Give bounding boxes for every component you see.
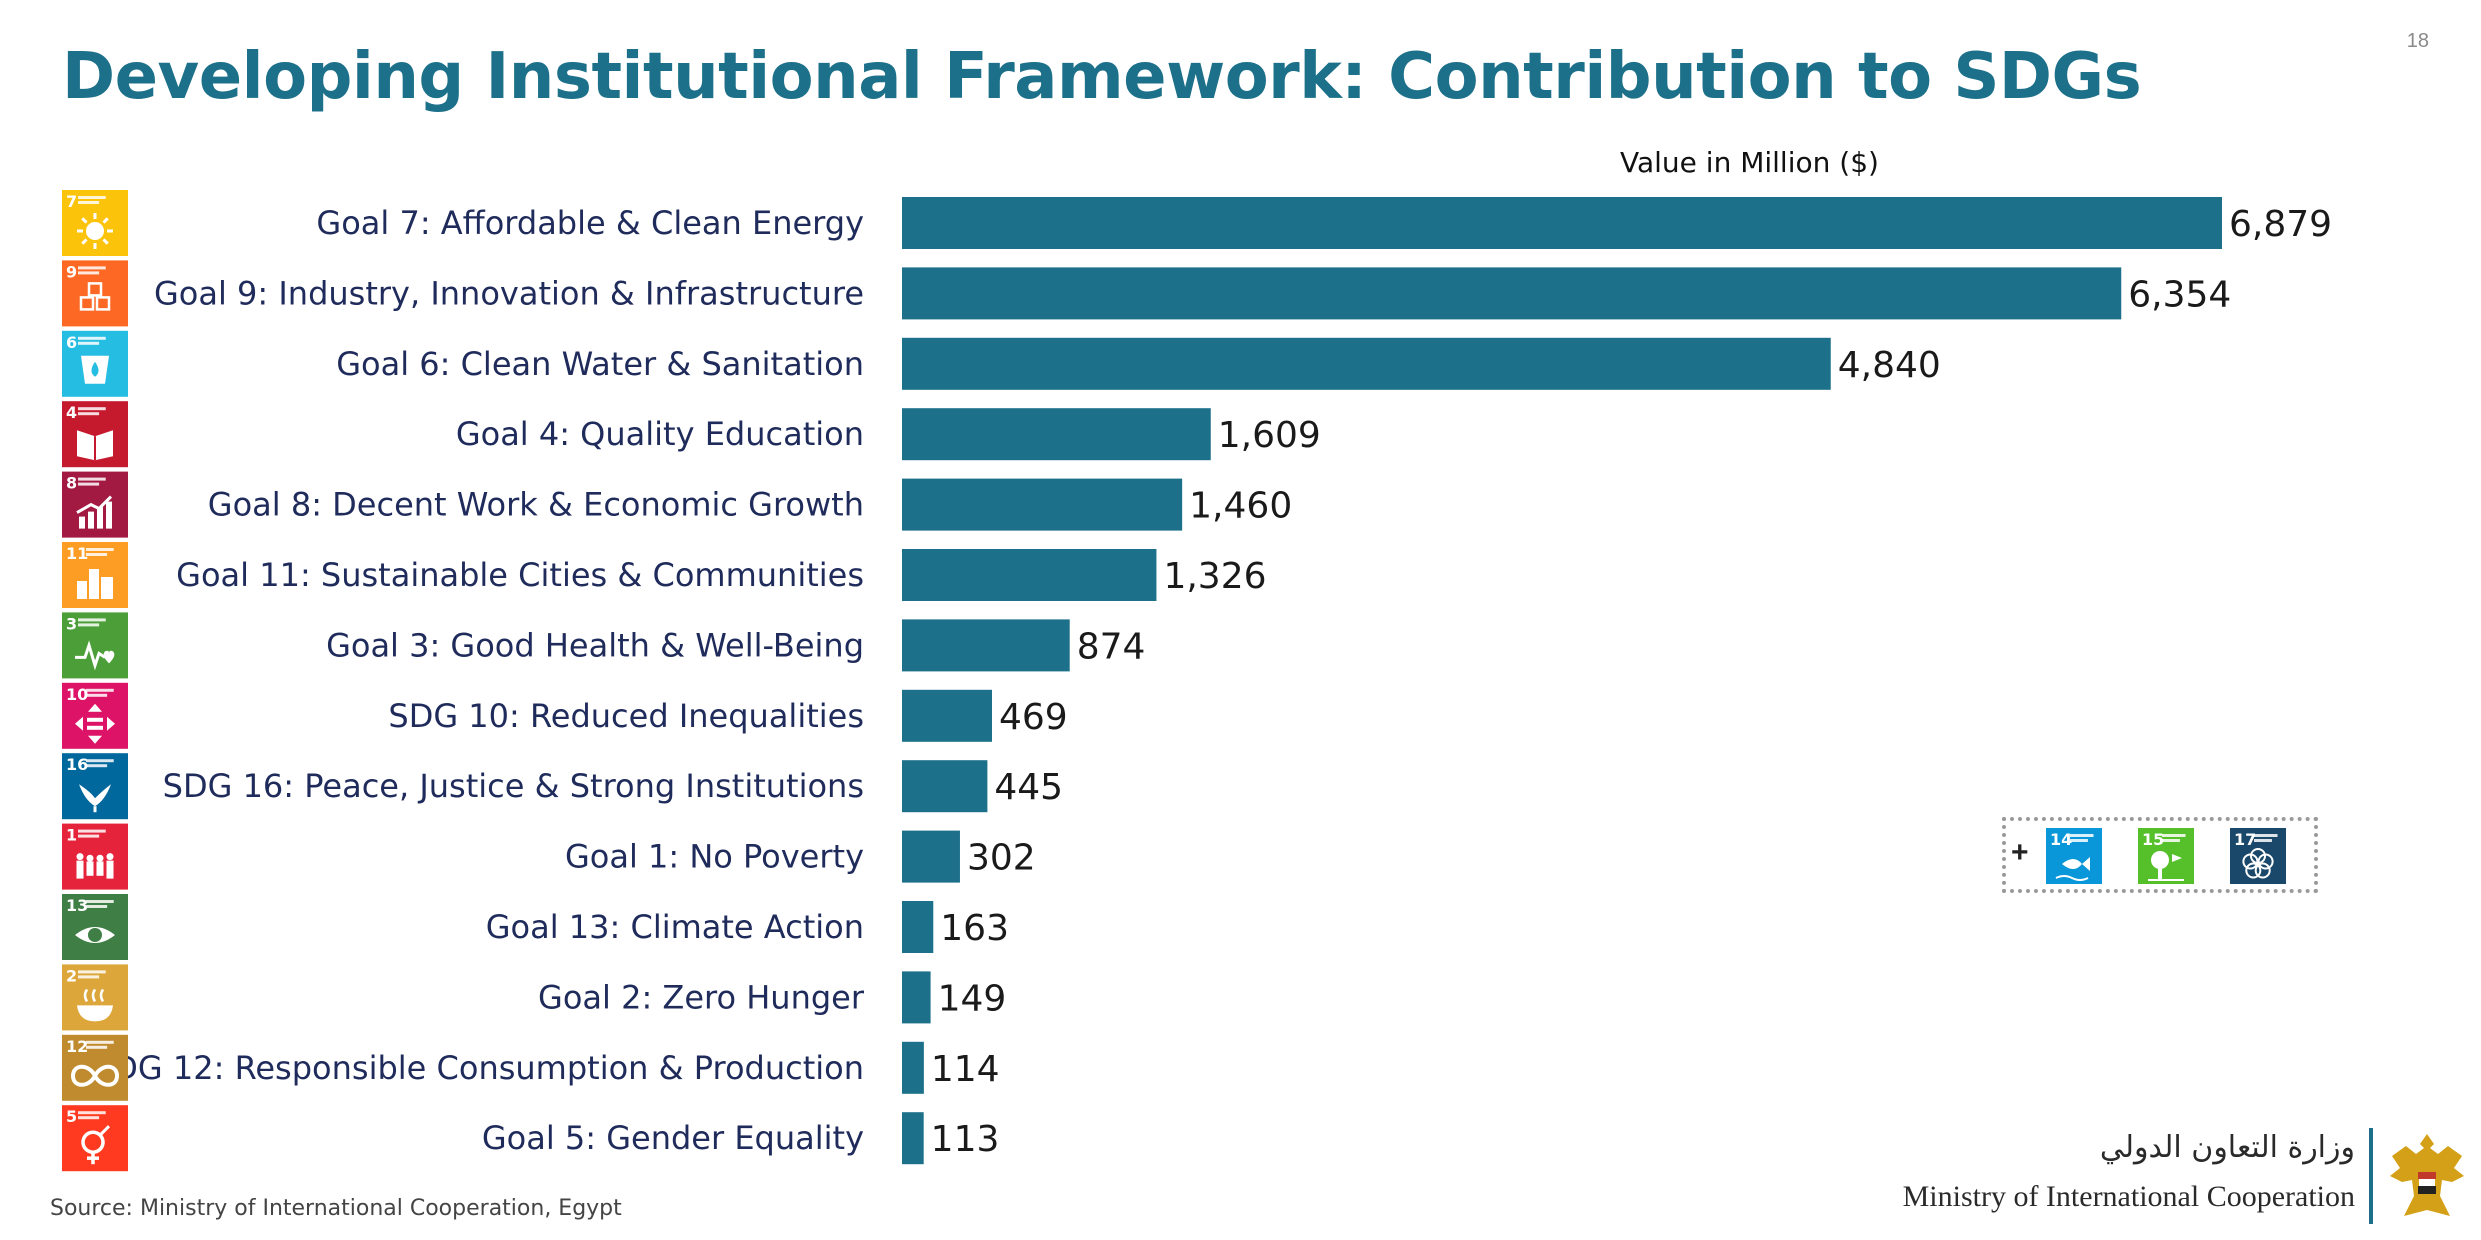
eye-globe-icon — [75, 927, 115, 943]
data-label: 149 — [938, 978, 1007, 1019]
bar-12[interactable] — [902, 971, 931, 1024]
ministry-name-arabic: وزارة التعاون الدولي — [2099, 1130, 2355, 1165]
sdg-goal-number: 8 — [66, 474, 77, 493]
sdg-goal-4-tile: 4 — [62, 401, 128, 468]
sdg-goal-number: 13 — [66, 896, 88, 915]
sdg-goal-number: 4 — [66, 403, 77, 422]
category-label: Goal 7: Affordable & Clean Energy — [316, 204, 864, 242]
dove-icon — [79, 784, 111, 813]
sdg-goal-number: 10 — [66, 685, 88, 704]
water-drop-icon — [81, 355, 109, 384]
category-label: Goal 1: No Poverty — [565, 838, 864, 876]
gender-icon — [81, 1125, 111, 1165]
cubes-icon — [79, 282, 111, 311]
sdg-goal-number: 2 — [66, 966, 77, 985]
sdg-goal-9-tile: 9 — [62, 260, 128, 327]
sdg-goal-number: 3 — [66, 614, 77, 633]
sdg-goal-number: 7 — [66, 192, 77, 211]
bar-3[interactable] — [902, 337, 1831, 390]
bar-1[interactable] — [902, 197, 2222, 249]
data-label: 469 — [999, 697, 1068, 738]
sdg-goal-number: 11 — [66, 544, 88, 563]
bar-7[interactable] — [902, 619, 1070, 672]
sdg-goal-10-tile: 10 — [62, 682, 128, 749]
category-label: Goal 11: Sustainable Cities & Communitie… — [176, 556, 864, 594]
sdg-goal-number: 1 — [66, 826, 77, 845]
source-note: Source: Ministry of International Cooper… — [50, 1196, 622, 1221]
sdg-goal-8-tile: 8 — [62, 471, 128, 538]
data-label: 874 — [1077, 626, 1146, 667]
bar-4[interactable] — [902, 408, 1211, 461]
data-label: 6,879 — [2229, 204, 2332, 245]
sun-icon — [77, 213, 113, 249]
sdg-goal-number: 6 — [66, 333, 77, 352]
sdg-goal-number: 16 — [66, 755, 88, 774]
ministry-name-english: Ministry of International Cooperation — [1902, 1180, 2355, 1213]
heartbeat-icon — [75, 640, 115, 671]
additional-sdgs-box — [2002, 817, 2318, 893]
axis-caption: Value in Million ($) — [1620, 146, 1879, 179]
family-icon — [76, 853, 114, 879]
category-label: SDG 16: Peace, Justice & Strong Institut… — [163, 767, 864, 805]
data-label: 113 — [931, 1119, 1000, 1160]
data-label: 163 — [940, 908, 1009, 949]
category-label: Goal 5: Gender Equality — [482, 1119, 864, 1157]
growth-chart-icon — [76, 495, 113, 529]
data-label: 302 — [967, 838, 1036, 879]
bar-8[interactable] — [902, 689, 992, 742]
infinity-icon — [70, 1064, 120, 1087]
sdg-goal-5-tile: 5 — [62, 1105, 128, 1172]
category-label: Goal 13: Climate Action — [486, 908, 864, 946]
sdg-goal-11-tile: 11 — [62, 542, 128, 608]
sdg-goal-6-tile: 6 — [62, 330, 128, 397]
page-title: Developing Institutional Framework: Cont… — [62, 40, 2142, 114]
bar-2[interactable] — [902, 267, 2122, 320]
equality-arrows-icon — [75, 703, 115, 744]
city-icon — [77, 569, 113, 599]
sdg-goal-16-tile: 16 — [62, 753, 128, 820]
bar-9[interactable] — [902, 760, 988, 813]
data-label: 4,840 — [1838, 345, 1941, 386]
category-label: SDG 12: Responsible Consumption & Produc… — [93, 1049, 864, 1087]
data-label: 6,354 — [2128, 274, 2231, 315]
sdg-goal-number: 5 — [66, 1107, 77, 1126]
sdg-goal-2-tile: 2 — [62, 964, 128, 1031]
sdg-goal-number: 9 — [66, 262, 77, 281]
eagle-emblem-icon — [2390, 1134, 2464, 1216]
page-number: 18 — [2406, 30, 2429, 52]
data-label: 445 — [994, 767, 1063, 808]
data-label: 114 — [931, 1049, 1000, 1090]
bar-14[interactable] — [902, 1112, 924, 1165]
plus-sign: + — [2011, 836, 2029, 869]
category-label: Goal 4: Quality Education — [456, 415, 864, 453]
category-label: Goal 2: Zero Hunger — [538, 978, 865, 1016]
bar-6[interactable] — [902, 549, 1157, 601]
bowl-icon — [77, 988, 113, 1022]
category-label: SDG 10: Reduced Inequalities — [388, 697, 864, 735]
sdg-goal-1-tile: 1 — [62, 823, 128, 890]
category-label: Goal 9: Industry, Innovation & Infrastru… — [154, 274, 864, 312]
category-label: Goal 8: Decent Work & Economic Growth — [208, 486, 864, 524]
sdg-goal-7-tile: 7 — [62, 190, 128, 256]
category-label: Goal 6: Clean Water & Sanitation — [336, 345, 864, 383]
sdg-goal-13-tile: 13 — [62, 894, 128, 960]
sdg-goal-number: 12 — [66, 1037, 88, 1056]
book-icon — [77, 430, 113, 461]
data-label: 1,460 — [1189, 486, 1292, 527]
sdg-goal-3-tile: 3 — [62, 612, 128, 679]
category-label: Goal 3: Good Health & Well-Being — [326, 626, 864, 664]
bar-11[interactable] — [902, 901, 934, 953]
data-label: 1,326 — [1163, 556, 1266, 597]
sdg-goal-12-tile: 12 — [62, 1034, 128, 1101]
footer-divider — [2369, 1128, 2373, 1224]
data-label: 1,609 — [1218, 415, 1321, 456]
bar-5[interactable] — [902, 478, 1183, 531]
bar-10[interactable] — [902, 830, 960, 883]
bar-13[interactable] — [902, 1041, 924, 1094]
